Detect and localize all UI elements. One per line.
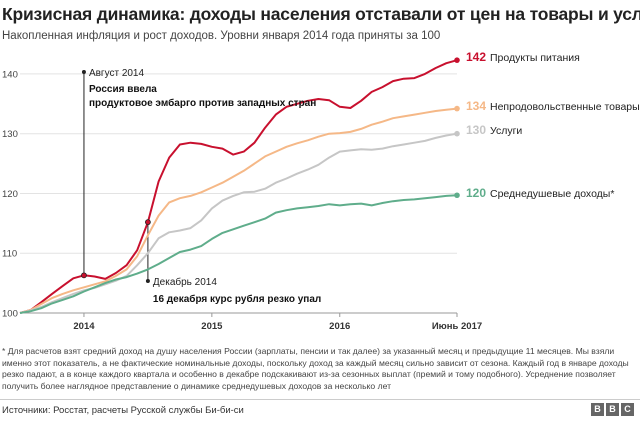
bbc-logo-letter: B (591, 403, 604, 416)
annotation-text: Россия ввела продуктовое эмбарго против з… (89, 84, 316, 109)
series-legend-label: Услуги (490, 125, 522, 137)
bbc-logo: B B C (591, 403, 634, 416)
annotation-dot (81, 70, 86, 74)
source-note: Источники: Росстат, расчеты Русской служ… (2, 405, 244, 416)
annotation-dot (145, 279, 150, 283)
series-legend-label: Продукты питания (490, 52, 580, 64)
x-tick-label: 2016 (329, 321, 350, 332)
series-end-dot (454, 105, 460, 112)
series-end-dot (454, 130, 460, 137)
y-tick-label: 130 (2, 129, 18, 140)
bbc-logo-letter: B (606, 403, 619, 416)
series-line (19, 107, 458, 314)
y-tick-label: 100 (2, 309, 18, 320)
footnote: * Для расчетов взят средний доход на душ… (2, 346, 629, 391)
series-legend-label: Непродовольственные товары (490, 101, 640, 113)
x-tick-label: Июнь 2017 (432, 321, 482, 332)
annotation-date: Август 2014 (89, 68, 145, 79)
y-tick-label: 120 (2, 189, 18, 200)
annotation-marker (145, 219, 151, 226)
series-line (19, 59, 458, 314)
divider (0, 399, 640, 400)
series-end-dot (454, 57, 460, 63)
series-end-dot (454, 192, 460, 199)
annotation-date: Декабрь 2014 (153, 276, 217, 288)
series-end-value: 142 (466, 50, 486, 64)
annotation-text: 16 декабря курс рубля резко упал (153, 293, 321, 305)
bbc-logo-letter: C (621, 403, 634, 416)
series-legend-label: Среднедушевые доходы* (490, 188, 614, 200)
series-end-value: 134 (466, 99, 486, 113)
series-line (19, 194, 458, 314)
x-tick-label: 2015 (201, 321, 223, 332)
annotation-marker (81, 272, 87, 279)
chart-title: Кризисная динамика: доходы населения отс… (2, 4, 640, 24)
y-tick-label: 140 (2, 69, 18, 80)
chart-subtitle: Накопленная инфляция и рост доходов. Уро… (2, 30, 441, 42)
line-chart: 100 110 120 130 140 2014 2015 2016 Июнь 2017 142 П… (2, 50, 640, 332)
x-tick-label: 2014 (73, 321, 95, 332)
series-end-value: 120 (466, 186, 486, 200)
series-end-value: 130 (466, 123, 486, 137)
y-tick-label: 110 (2, 249, 17, 260)
